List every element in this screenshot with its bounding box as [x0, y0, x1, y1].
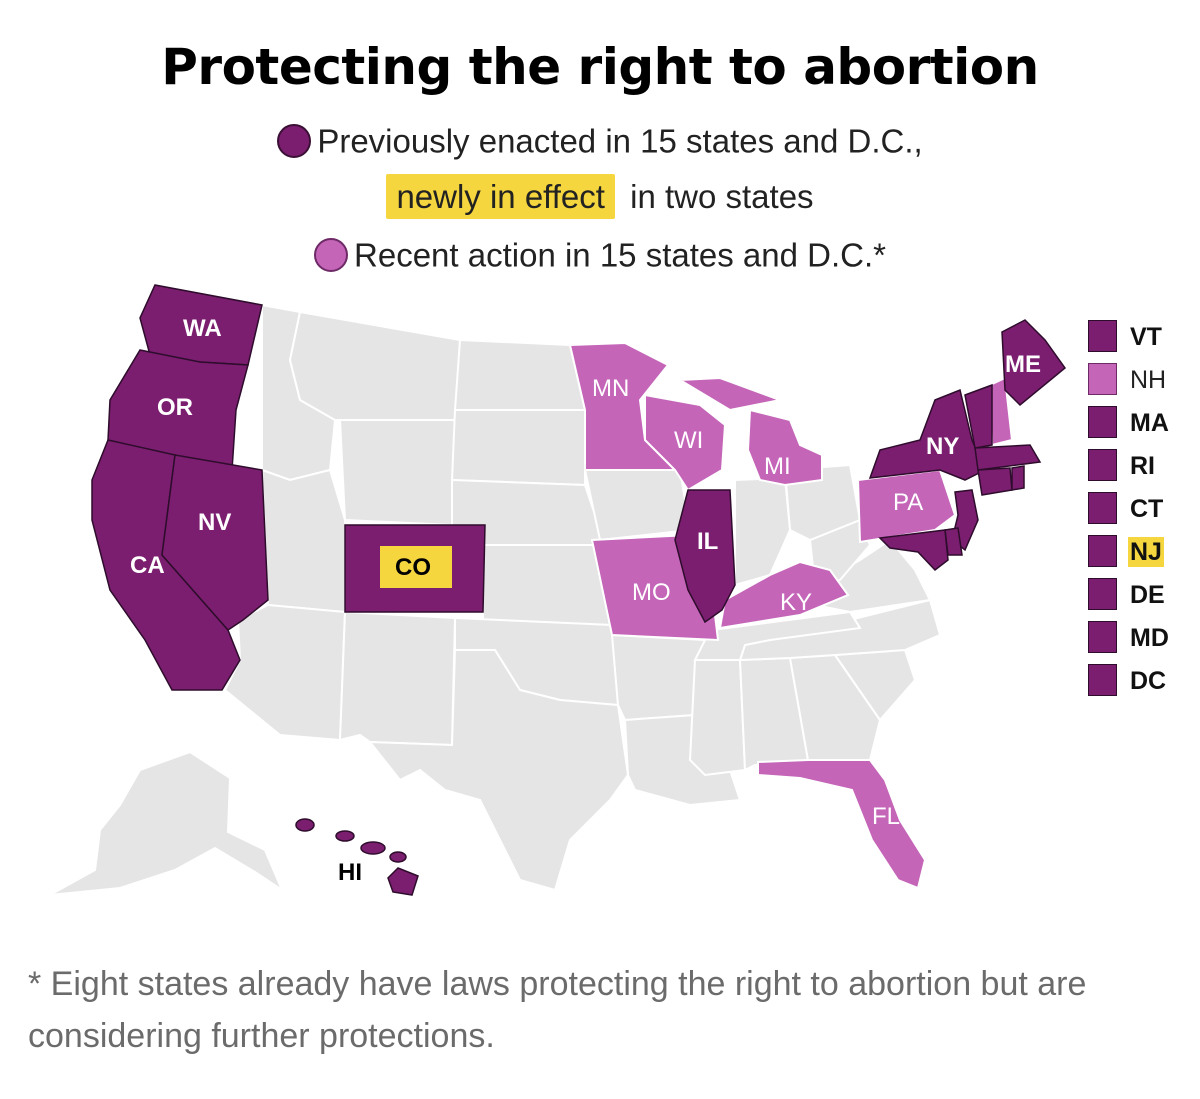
- state-label-HI: HI: [338, 859, 362, 886]
- ne-label-NH: NH: [1130, 366, 1167, 394]
- ne-label-NJ: NJ: [1128, 537, 1164, 567]
- legend-recent-text: Recent action in 15 states and D.C.*: [354, 236, 886, 274]
- state-shape-AK: [49, 750, 285, 896]
- ne-swatch-MA: [1088, 406, 1117, 438]
- state-shape-FL: [757, 759, 927, 890]
- state-label-CO: CO: [395, 554, 431, 581]
- ne-swatch-DC: [1088, 664, 1117, 696]
- state-label-NY: NY: [926, 433, 959, 460]
- state-shape-SD: [450, 409, 586, 487]
- ne-label-DC: DC: [1130, 667, 1167, 695]
- state-label-WA: WA: [183, 315, 222, 342]
- state-shape-TN: [693, 610, 862, 661]
- ne-swatch-CT: [1088, 492, 1117, 524]
- state-shape-MT: [288, 310, 462, 421]
- state-shape-RI: [1011, 465, 1025, 491]
- state-shape-IA: [583, 469, 692, 542]
- newly-highlight-CO: [380, 546, 452, 588]
- base-land: [223, 303, 942, 892]
- state-shape-KY: [718, 560, 850, 630]
- state-shape-KS: [482, 544, 614, 626]
- state-shape-WY: [338, 419, 457, 527]
- state-shape-MD: [878, 529, 949, 572]
- state-label-MI: MI: [764, 453, 791, 480]
- state-label-NV: NV: [198, 509, 231, 536]
- state-shape-HI-1: [295, 818, 315, 832]
- state-shape-MS: [688, 659, 747, 777]
- ne-swatch-NH: [1088, 363, 1117, 395]
- recent-states: [568, 341, 1014, 890]
- state-shape-OR: [107, 349, 249, 471]
- state-label-IL: IL: [697, 528, 718, 555]
- legend-enacted: Previously enacted in 15 states and D.C.…: [0, 120, 1200, 160]
- state-shape-ND: [453, 338, 587, 411]
- state-label-MN: MN: [592, 375, 629, 402]
- legend-recent: Recent action in 15 states and D.C.*: [0, 234, 1200, 274]
- state-shape-NM: [338, 610, 457, 747]
- state-shape-AR: [610, 633, 707, 722]
- ne-swatch-NJ: [1088, 535, 1117, 567]
- state-shape-MI: [676, 376, 823, 487]
- ne-label-VT: VT: [1130, 323, 1162, 351]
- state-shape-HI-3: [360, 841, 386, 855]
- legend-newly: newly in effect in two states: [0, 174, 1200, 220]
- ne-swatch-DE: [1088, 578, 1117, 610]
- ne-label-RI: RI: [1130, 452, 1155, 480]
- newly-in-effect-highlight: newly in effect: [386, 174, 615, 220]
- state-shape-AZ: [223, 603, 347, 742]
- map-title: Protecting the right to abortion: [161, 38, 1039, 96]
- state-label-KY: KY: [780, 589, 812, 616]
- state-label-CA: CA: [130, 552, 165, 579]
- state-shape-HI-5: [387, 867, 419, 896]
- state-labels: WA OR NV CA CO IL NY ME MN WI MI PA MO K…: [130, 315, 1041, 886]
- footnote: * Eight states already have laws protect…: [28, 965, 1087, 1055]
- ne-swatch-MD: [1088, 621, 1117, 653]
- state-shape-IL: [674, 489, 736, 624]
- state-shape-VT: [964, 383, 993, 449]
- state-label-FL: FL: [872, 803, 900, 830]
- state-shape-HI-4: [389, 851, 407, 863]
- state-shape-CT: [977, 467, 1013, 496]
- state-shape-NV: [161, 454, 269, 631]
- legend-enacted-text: Previously enacted in 15 states and D.C.…: [317, 122, 923, 160]
- state-label-MO: MO: [632, 579, 671, 606]
- state-shape-UT: [260, 468, 346, 614]
- state-label-OR: OR: [157, 394, 193, 421]
- state-shape-TX: [367, 649, 630, 892]
- legend-newly-text: in two states: [630, 178, 814, 216]
- state-shape-HI-2: [335, 830, 355, 842]
- state-shape-ME: [1001, 319, 1067, 407]
- state-label-PA: PA: [893, 489, 923, 516]
- ne-label-DE: DE: [1130, 581, 1165, 609]
- state-shape-MA: [974, 444, 1042, 471]
- enacted-dot-icon: [277, 124, 312, 159]
- ne-label-CT: CT: [1130, 495, 1164, 523]
- ne-swatch-RI: [1088, 449, 1117, 481]
- recent-dot-icon: [314, 238, 349, 273]
- ne-label-MD: MD: [1130, 624, 1169, 652]
- enacted-states: [91, 284, 1067, 896]
- ne-label-MA: MA: [1130, 409, 1169, 437]
- ne-swatch-VT: [1088, 320, 1117, 352]
- state-label-WI: WI: [674, 427, 703, 454]
- state-label-ME: ME: [1005, 351, 1041, 378]
- state-shape-WI: [644, 393, 727, 492]
